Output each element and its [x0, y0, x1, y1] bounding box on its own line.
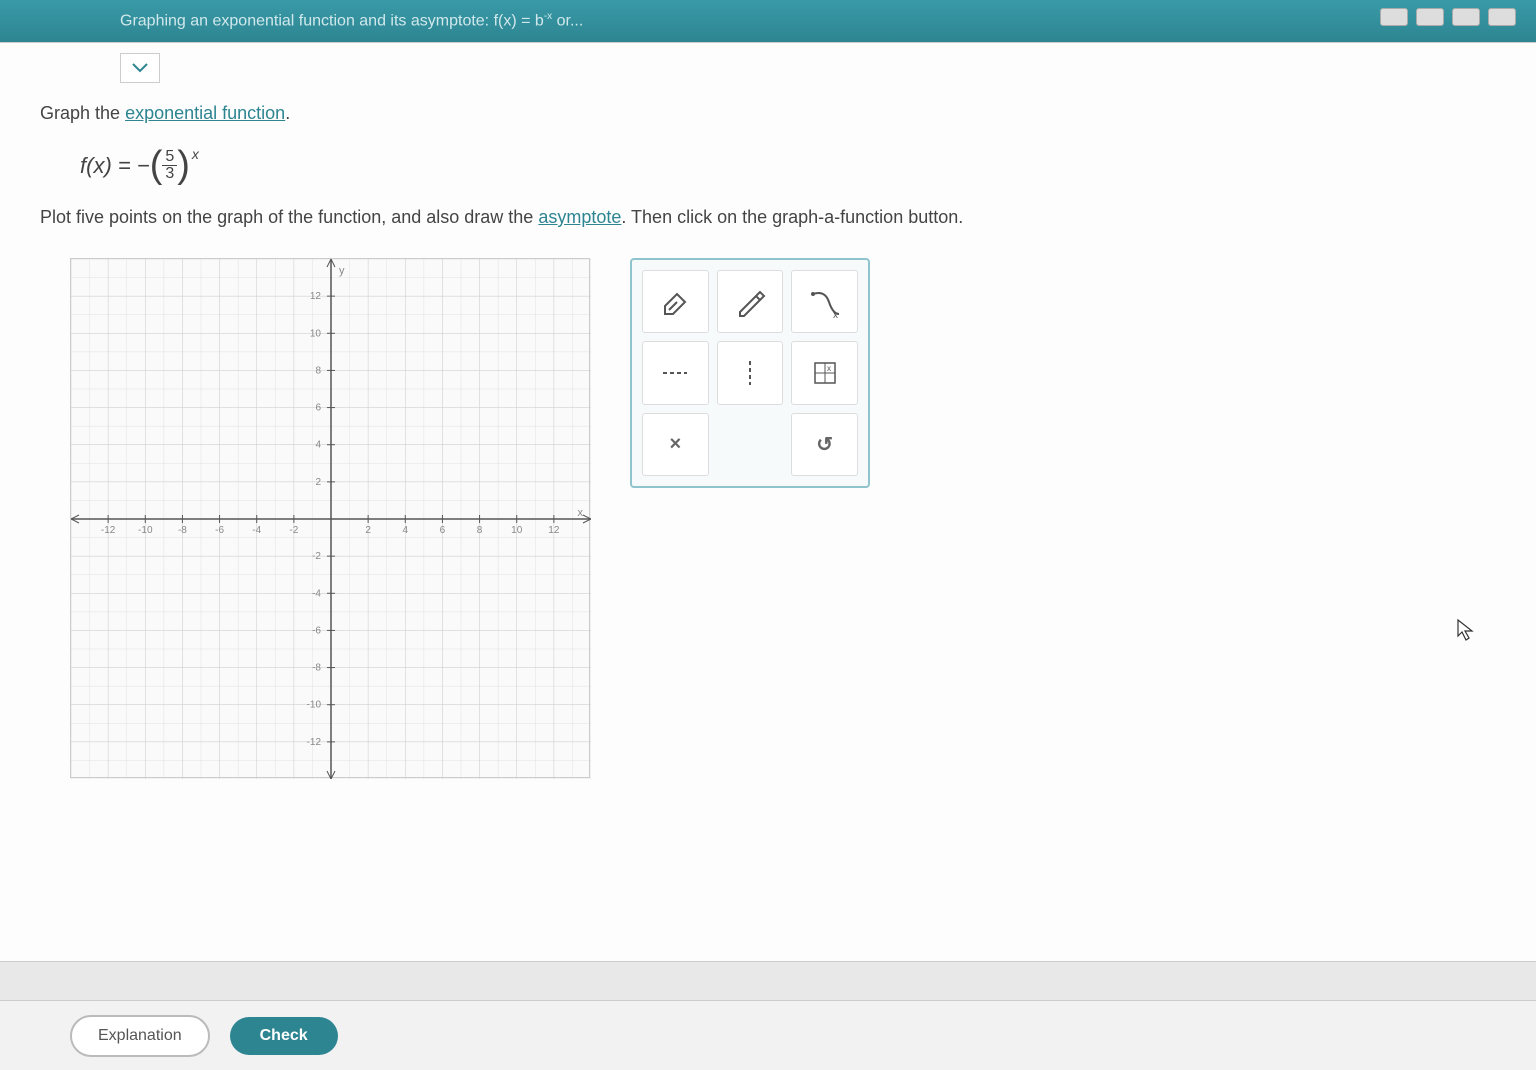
v-dashed-line-icon [734, 357, 766, 389]
asymptote-link[interactable]: asymptote [538, 207, 621, 227]
x-axis-label: x [578, 507, 584, 519]
content-area: Graph the exponential function. f(x) = −… [0, 42, 1536, 962]
clear-tool[interactable]: × [642, 413, 709, 476]
svg-text:2: 2 [315, 477, 321, 488]
svg-text:-4: -4 [312, 588, 321, 599]
svg-text:-8: -8 [312, 663, 321, 674]
graph-canvas[interactable]: -12 -10 -8 -6 -4 -2 2 4 6 8 10 12 12 10 8 6 4 2 -2 -4 -6 -8 -1… [70, 258, 590, 778]
chevron-down-icon [132, 63, 148, 73]
window-btn-4[interactable] [1488, 8, 1516, 26]
eraser-icon [659, 286, 691, 318]
svg-text:-12: -12 [307, 737, 322, 748]
svg-text:-10: -10 [138, 525, 153, 536]
svg-text:-4: -4 [252, 525, 261, 536]
graph-grid-icon: x [809, 357, 841, 389]
window-controls [1380, 8, 1516, 26]
pencil-icon [734, 286, 766, 318]
svg-text:8: 8 [315, 365, 321, 376]
prompt-text: Graph the exponential function. [40, 43, 1496, 124]
header-title: Graphing an exponential function and its… [120, 11, 583, 30]
window-btn-3[interactable] [1452, 8, 1480, 26]
svg-text:x: x [827, 364, 831, 373]
undo-tool[interactable]: ↺ [791, 413, 858, 476]
horizontal-asymptote-tool[interactable] [642, 341, 709, 404]
svg-text:10: 10 [310, 328, 322, 339]
svg-text:8: 8 [477, 525, 483, 536]
y-axis-label: y [339, 265, 345, 277]
equation-display: f(x) = − ( 53 ) x [80, 144, 1496, 187]
window-min-button[interactable] [1380, 8, 1408, 26]
curve-icon: x [809, 286, 841, 318]
vertical-asymptote-tool[interactable] [717, 341, 784, 404]
h-dashed-line-icon [659, 357, 691, 389]
svg-text:4: 4 [315, 440, 321, 451]
pencil-tool[interactable] [717, 270, 784, 333]
check-button[interactable]: Check [230, 1017, 338, 1055]
svg-text:10: 10 [511, 525, 523, 536]
window-max-button[interactable] [1416, 8, 1444, 26]
svg-text:4: 4 [403, 525, 409, 536]
footer-bar: Explanation Check [0, 1000, 1536, 1070]
svg-text:x: x [833, 310, 838, 318]
svg-text:-2: -2 [312, 551, 321, 562]
svg-text:2: 2 [365, 525, 371, 536]
svg-text:12: 12 [310, 291, 322, 302]
curve-tool[interactable]: x [791, 270, 858, 333]
exponential-function-link[interactable]: exponential function [125, 103, 285, 123]
svg-text:-6: -6 [215, 525, 224, 536]
svg-text:-8: -8 [178, 525, 187, 536]
svg-text:6: 6 [440, 525, 446, 536]
eraser-tool[interactable] [642, 270, 709, 333]
graph-function-tool[interactable]: x [791, 341, 858, 404]
svg-text:-6: -6 [312, 625, 321, 636]
instruction-text: Plot five points on the graph of the fun… [40, 207, 1496, 228]
svg-text:12: 12 [548, 525, 560, 536]
svg-text:-10: -10 [307, 700, 322, 711]
explanation-button[interactable]: Explanation [70, 1015, 210, 1057]
svg-text:6: 6 [315, 403, 321, 414]
svg-text:-12: -12 [101, 525, 116, 536]
tool-palette: x x × ↺ [630, 258, 870, 488]
cursor-icon [1456, 618, 1476, 642]
header-bar: Graphing an exponential function and its… [0, 0, 1536, 42]
section-dropdown-toggle[interactable] [120, 53, 160, 83]
svg-text:-2: -2 [289, 525, 298, 536]
